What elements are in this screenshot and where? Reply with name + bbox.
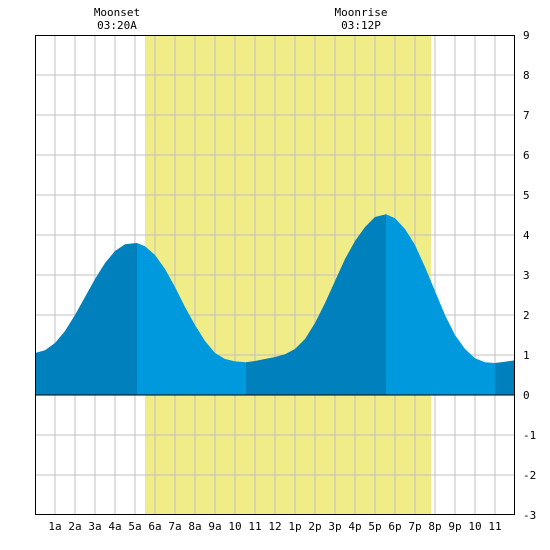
y-tick-label: -1: [523, 429, 536, 442]
y-tick-label: 6: [523, 149, 530, 162]
x-tick-label: 6p: [388, 520, 401, 533]
tide-falling-segment: [386, 214, 495, 395]
y-tick-label: 2: [523, 309, 530, 322]
tide-rising-segment: [495, 360, 515, 395]
moon-event-time: 03:12P: [341, 19, 381, 32]
y-tick-label: 3: [523, 269, 530, 282]
y-tick-labels: -3 -2 -1 0 1 2 3 4 5 6 7 8 9: [523, 29, 536, 522]
x-tick-label: 7p: [408, 520, 421, 533]
x-tick-label: 11: [248, 520, 261, 533]
x-tick-labels: 1a 2a 3a 4a 5a 6a 7a 8a 9a 10 11 12 1p 2p 3p 4p 5p 6p 7p 8p…: [48, 520, 501, 533]
x-tick-label: 8p: [428, 520, 441, 533]
y-tick-label: 9: [523, 29, 530, 42]
y-tick-label: 4: [523, 229, 530, 242]
y-tick-label: 5: [523, 189, 530, 202]
x-tick-label: 12: [268, 520, 281, 533]
x-tick-label: 4a: [108, 520, 121, 533]
moon-event-time: 03:20A: [97, 19, 137, 32]
x-tick-label: 6a: [148, 520, 161, 533]
y-tick-label: -2: [523, 469, 536, 482]
x-tick-label: 10: [468, 520, 481, 533]
tide-area: [35, 214, 515, 395]
x-tick-label: 3a: [88, 520, 101, 533]
y-tick-label: -3: [523, 509, 536, 522]
x-tick-label: 1p: [288, 520, 301, 533]
x-tick-label: 9a: [208, 520, 221, 533]
x-tick-label: 4p: [348, 520, 361, 533]
x-tick-label: 3p: [328, 520, 341, 533]
x-tick-label: 5a: [128, 520, 141, 533]
y-tick-label: 1: [523, 349, 530, 362]
y-tick-label: 0: [523, 389, 530, 402]
plot-frame: [35, 35, 515, 515]
moon-event-name: Moonrise: [335, 6, 388, 19]
x-tick-label: 10: [228, 520, 241, 533]
x-tick-label: 5p: [368, 520, 381, 533]
x-tick-label: 1a: [48, 520, 61, 533]
x-tick-label: 2a: [68, 520, 81, 533]
x-tick-label: 7a: [168, 520, 181, 533]
tide-falling-segment: [137, 243, 246, 395]
y-tick-label: 8: [523, 69, 530, 82]
x-tick-label: 8a: [188, 520, 201, 533]
moon-event-name: Moonset: [94, 6, 140, 19]
x-tick-label: 9p: [448, 520, 461, 533]
y-tick-label: 7: [523, 109, 530, 122]
x-tick-label: 2p: [308, 520, 321, 533]
x-tick-label: 11: [488, 520, 501, 533]
tide-rising-segment: [246, 214, 386, 395]
tide-rising-segment: [35, 243, 137, 395]
